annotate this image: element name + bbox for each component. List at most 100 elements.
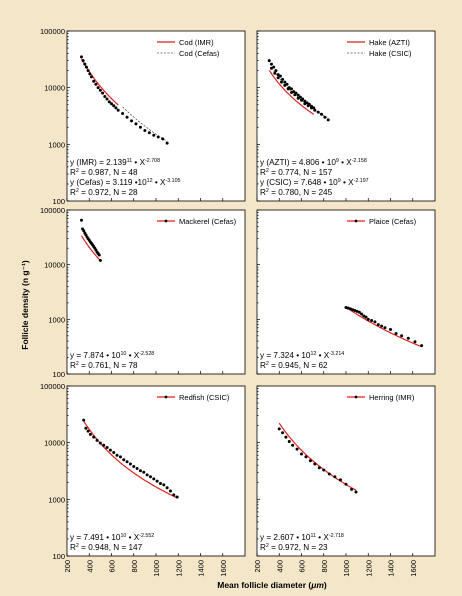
data-point xyxy=(132,464,136,468)
equation-part: 2 xyxy=(76,361,79,367)
legend-label: Cod (IMR) xyxy=(179,38,214,47)
data-point xyxy=(344,482,348,486)
data-point xyxy=(92,79,96,83)
data-point xyxy=(88,432,92,436)
data-point xyxy=(138,469,142,473)
plot-area xyxy=(256,209,436,375)
fit-line xyxy=(268,70,315,115)
panel-hake: Hake (AZTI) Hake (CSIC) y (AZTI) = 4.806 •… xyxy=(256,30,436,202)
equation-part: 2 xyxy=(76,543,79,549)
data-point xyxy=(289,91,293,95)
x-tick-label: 400 xyxy=(275,560,284,573)
data-point xyxy=(357,310,361,314)
data-point xyxy=(289,87,293,91)
x-tick-label: 1000 xyxy=(152,560,161,577)
equation-part: -2.552 xyxy=(139,533,154,539)
data-point xyxy=(400,334,404,338)
data-point xyxy=(278,74,282,78)
data-point xyxy=(98,258,102,262)
data-point xyxy=(98,88,102,92)
data-point xyxy=(286,87,290,91)
equation-part: 2 xyxy=(76,188,79,194)
data-point xyxy=(84,426,88,430)
equation-line: y = 2.607 • 1011 • X-2.718 xyxy=(260,533,344,542)
data-point xyxy=(296,96,300,100)
data-point xyxy=(283,83,287,87)
equation-part: y (AZTI) = 4.806 • 10 xyxy=(260,158,336,167)
plot-area xyxy=(66,209,246,375)
equation-part: R xyxy=(260,188,266,197)
data-point xyxy=(300,98,303,102)
equation-part: • X xyxy=(126,533,139,542)
data-point xyxy=(283,80,287,84)
data-point xyxy=(308,459,312,463)
equation-part: y = 7.874 • 10 xyxy=(70,351,121,360)
data-point xyxy=(97,253,101,257)
equation-part: 9 xyxy=(338,178,341,184)
x-tick-label: 200 xyxy=(253,560,262,573)
equation-part: • X xyxy=(339,158,352,167)
data-point xyxy=(134,122,138,126)
data-point xyxy=(147,131,151,135)
data-point xyxy=(279,80,283,84)
data-point xyxy=(130,119,134,123)
equation-line: y (CSIC) = 7.648 • 109 • X-2.197 xyxy=(260,178,369,187)
data-point xyxy=(312,106,316,110)
equation-part: 2 xyxy=(266,168,269,174)
x-tick-label: 1400 xyxy=(387,560,396,577)
data-point xyxy=(95,438,99,442)
data-point xyxy=(373,320,377,324)
x-tick-label: 600 xyxy=(298,560,307,573)
data-point xyxy=(276,73,280,77)
equation-part: = 0.945, N = 62 xyxy=(269,361,328,370)
equation-line: R2 = 0.761, N = 78 xyxy=(70,361,138,370)
data-point xyxy=(380,324,384,328)
equation-part: • X xyxy=(132,158,145,167)
equation-line: R2 = 0.972, N = 23 xyxy=(260,543,328,552)
panel-plaice: Plaice (Cefas) y = 7.324 • 1012 • X-3.214… xyxy=(256,209,436,375)
x-tick-label: 800 xyxy=(130,560,139,573)
fit-line xyxy=(345,306,422,348)
data-point xyxy=(156,135,160,139)
data-point xyxy=(122,458,126,462)
data-point xyxy=(84,65,88,69)
equation-line: R2 = 0.774, N = 157 xyxy=(260,168,333,177)
equation-part: 2 xyxy=(76,168,79,174)
data-point xyxy=(313,462,317,466)
data-point xyxy=(82,418,86,422)
equation-part: 10 xyxy=(120,533,126,539)
x-tick-label: 1600 xyxy=(219,560,228,577)
data-point xyxy=(165,141,169,145)
equation-part: R xyxy=(260,543,266,552)
fit-line xyxy=(278,422,357,491)
data-point xyxy=(145,473,149,477)
data-point xyxy=(269,66,273,70)
data-point xyxy=(316,110,320,114)
legend-swatch-point xyxy=(164,395,168,399)
data-point xyxy=(276,76,280,80)
equation-line: y = 7.491 • 1010 • X-2.552 xyxy=(70,533,154,542)
data-point xyxy=(158,482,162,486)
fit-line xyxy=(80,235,101,262)
data-point xyxy=(155,479,159,483)
data-point xyxy=(370,319,374,323)
data-point xyxy=(83,62,87,66)
y-tick-label: 100000 xyxy=(40,27,65,36)
equation-part: = 0.948, N = 147 xyxy=(79,543,143,552)
x-axis-title: Mean follicle diameter (μm) xyxy=(217,580,327,590)
y-tick-label: 10000 xyxy=(44,84,65,93)
equation-part: -2.708 xyxy=(145,158,160,164)
data-point xyxy=(320,112,324,116)
data-point xyxy=(103,94,107,98)
equation-part: -2.197 xyxy=(354,178,369,184)
data-point xyxy=(108,448,112,452)
data-point xyxy=(376,323,380,327)
data-point xyxy=(284,435,288,439)
data-point xyxy=(291,443,295,447)
panel-herring: 200 400 600 800 1000 1200 1400 1600 Herring (IMR… xyxy=(253,385,436,577)
data-point xyxy=(269,62,273,66)
data-point xyxy=(293,93,297,97)
equation-part: = 0.987, N = 48 xyxy=(79,168,138,177)
data-point xyxy=(89,75,93,79)
panels: 100000 10000 1000 100 Cod (IMR) Cod (Cefas) y … xyxy=(40,27,436,577)
